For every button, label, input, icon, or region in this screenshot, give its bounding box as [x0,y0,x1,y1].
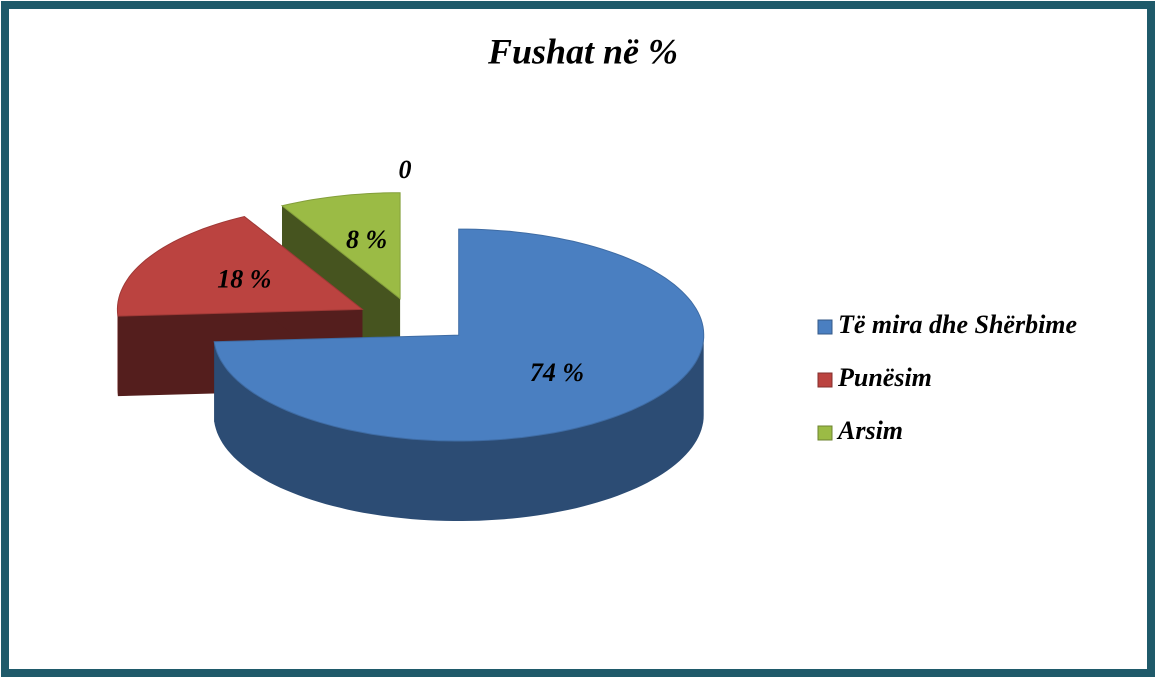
data-label: 18 % [217,264,271,293]
legend: Të mira dhe Shërbime Punësim Arsim [817,310,1077,445]
slice [280,192,401,300]
slice-wall [117,309,118,397]
slice-wall [214,335,704,521]
chart-title: Fushat në % [487,31,678,71]
annotation: 0 [399,155,412,184]
legend-marker [817,372,833,388]
legend-marker [817,425,833,441]
legend-label: Të mira dhe Shërbime [838,310,1077,339]
legend-label: Punësim [837,363,932,392]
slice [213,228,705,442]
pie: 74 % 18 % 8 % [116,192,705,521]
slice [116,215,364,317]
legend-marker [817,319,833,335]
legend-label: Arsim [836,416,903,445]
data-label: 8 % [346,225,387,254]
data-label: 74 % [530,358,584,387]
slice-group [213,228,705,521]
